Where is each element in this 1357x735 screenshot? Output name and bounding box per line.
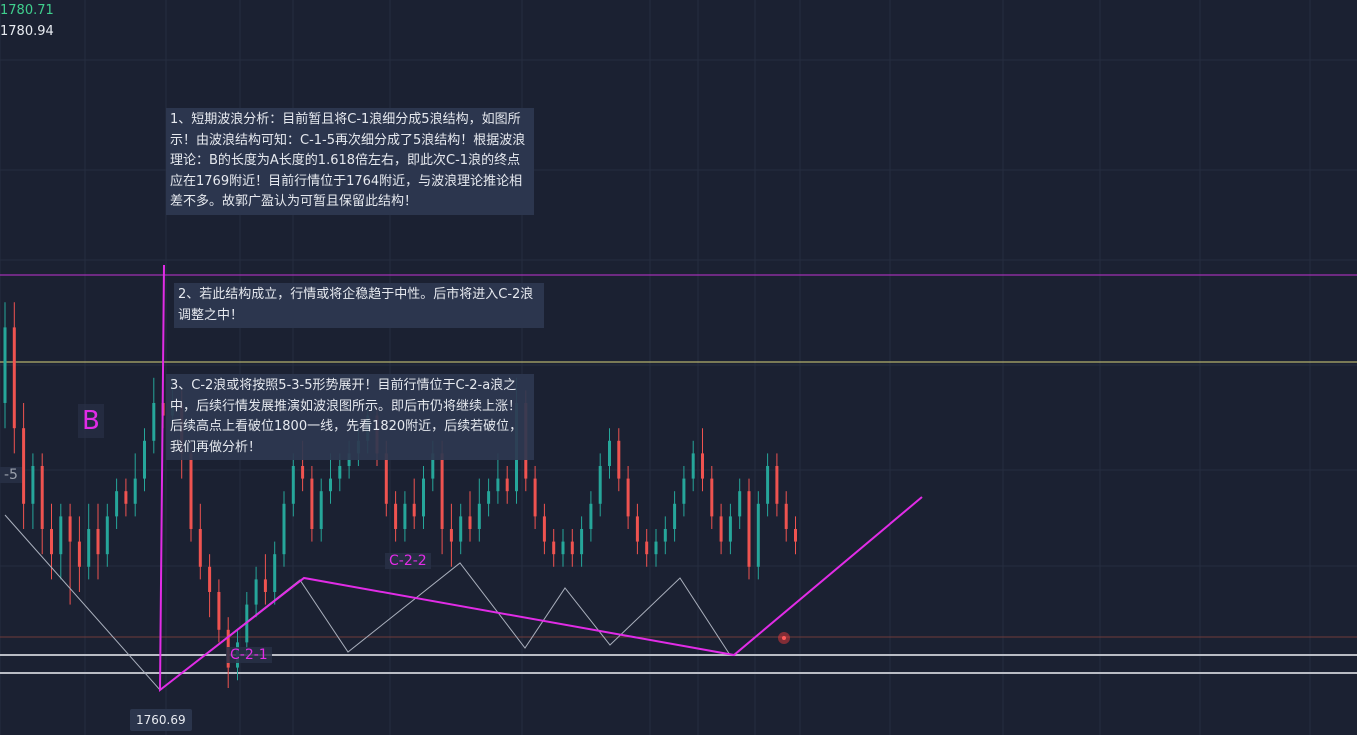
candle-body (468, 516, 472, 529)
candle-body (12, 327, 16, 429)
candle-body (124, 491, 128, 504)
candle-body (701, 453, 704, 479)
candle-body (756, 503, 760, 567)
candle-body (152, 402, 156, 441)
analysis-note-2: 2、若此结构成立，行情或将企稳趋于中性。后市将进入C-2浪调整之中！ (174, 283, 544, 328)
candle-body (422, 478, 425, 517)
candle-body (589, 503, 593, 529)
candle-body (449, 528, 453, 542)
candle-body (87, 528, 91, 567)
candle-body (59, 516, 63, 555)
candle-body (682, 478, 686, 504)
candle-body (50, 528, 53, 555)
price-label-b: 1780.94 (0, 24, 54, 39)
candle-body (728, 516, 732, 542)
candle-body (133, 478, 137, 504)
candle-body (459, 516, 463, 542)
grey-wave-line (4, 514, 731, 691)
candle-body (663, 528, 667, 542)
wave-label-b: B (78, 404, 104, 438)
candle-body (542, 516, 546, 542)
candle-body (273, 554, 277, 592)
candle-body (617, 440, 621, 479)
candle-body (654, 541, 658, 555)
candle-body (533, 478, 537, 517)
candle-body (635, 516, 639, 542)
candle-body (143, 440, 146, 479)
candle-body (794, 528, 797, 542)
candle-body (496, 478, 500, 492)
candle-body (775, 465, 779, 504)
candle-body (394, 503, 398, 529)
candle-body (570, 541, 574, 555)
candle-body (77, 541, 81, 567)
candle-body (403, 503, 407, 529)
candle-body (105, 516, 109, 555)
candle-body (738, 491, 742, 517)
candle-body (263, 579, 267, 592)
candle-body (580, 528, 584, 555)
candle-body (115, 491, 119, 517)
candle-body (198, 528, 202, 567)
candle-body (310, 478, 314, 529)
candle-body (608, 440, 611, 466)
candle-body (505, 478, 509, 492)
candle-body (68, 516, 72, 542)
candle-body (626, 478, 630, 517)
candle-body (440, 453, 444, 529)
wave-label-c21: C-2-1 (226, 647, 272, 663)
candle-body (208, 566, 212, 592)
current-price-dot (782, 636, 786, 640)
candle-body (282, 503, 286, 555)
candle-body (719, 516, 723, 542)
candle-body (338, 465, 342, 479)
candle-body (31, 465, 35, 504)
candle-body (766, 465, 770, 504)
candle-body (96, 528, 100, 555)
candle-body (598, 465, 602, 504)
candle-body (691, 453, 695, 479)
analysis-note-1: 1、短期波浪分析：目前暂且将C-1浪细分成5浪结构，如图所示！由波浪结构可知：C… (166, 108, 534, 215)
candle-body (487, 491, 491, 504)
wave-label-c22: C-2-2 (385, 553, 431, 569)
candle-body (217, 591, 221, 630)
candle-body (22, 428, 26, 504)
candle-body (412, 503, 416, 517)
candle-body (301, 465, 305, 479)
candle-body (384, 453, 388, 504)
price-label-a: 1780.71 (0, 3, 54, 18)
candle-body (189, 453, 193, 529)
candle-body (710, 478, 714, 517)
candle-body (477, 503, 481, 529)
low-price-tag: 1760.69 (130, 709, 192, 731)
candle-body (291, 465, 295, 504)
candle-body (747, 491, 751, 567)
magenta-wave-line (158, 264, 923, 693)
candle-body (254, 579, 258, 605)
candle-body (431, 453, 435, 479)
candle-body (552, 541, 556, 555)
candle-body (561, 541, 565, 555)
candle-body (645, 541, 649, 555)
candle-body (40, 465, 44, 529)
candle-body (673, 503, 677, 529)
analysis-note-3: 3、C-2浪或将按照5-3-5形势展开！目前行情位于C-2-a浪之中，后续行情发… (166, 374, 534, 460)
wave-label-c15: -5 (0, 467, 22, 483)
candle-body (319, 491, 323, 529)
candle-body (3, 327, 7, 403)
candle-body (784, 503, 788, 529)
candle-body (329, 478, 332, 492)
